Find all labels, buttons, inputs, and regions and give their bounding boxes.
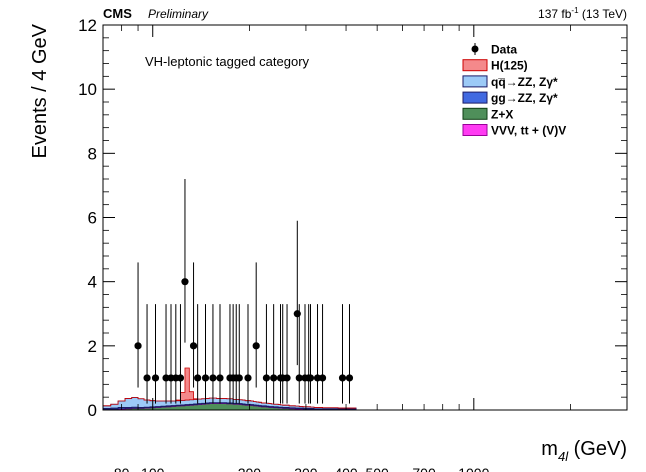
y-tick-label-8: 8 (88, 144, 97, 163)
x-tick-label-700: 700 (412, 465, 436, 472)
data-point-9 (194, 374, 202, 382)
data-point-16 (235, 374, 243, 382)
data-point-10 (201, 374, 210, 382)
data-point-2 (151, 374, 160, 382)
preliminary-label: Preliminary (148, 7, 209, 21)
y-tick-label-12: 12 (78, 16, 97, 35)
data-point-1 (143, 374, 151, 382)
data-point-11 (209, 374, 217, 382)
y-tick-label-0: 0 (88, 401, 97, 420)
luminosity-value: 137 fb (538, 7, 572, 21)
x-tick-label-400: 400 (334, 465, 358, 472)
x-tick-label-500: 500 (365, 465, 389, 472)
axes: 0 2 4 6 8 10 12 80 100 200 300 400 500 700 1000 (78, 16, 628, 472)
energy-label: (13 TeV) (579, 7, 627, 21)
x-tick-label-1000: 1000 (458, 465, 489, 472)
data-point-24 (293, 310, 301, 318)
data-point-28 (306, 374, 315, 382)
category-annotation: VH-leptonic tagged category (145, 54, 310, 69)
x-tick-label-80: 80 (114, 465, 130, 472)
data-point-3 (162, 374, 170, 382)
data-point-20 (270, 374, 278, 382)
data-point-25 (295, 374, 303, 382)
data-point-19 (262, 374, 271, 382)
cms-label: CMS (103, 6, 132, 21)
y-tick-label-2: 2 (88, 337, 97, 356)
legend-label-qq-zz-z: qq̅→ZZ, Zγ* (491, 75, 558, 89)
plot-frame (102, 24, 628, 411)
data-point-30 (318, 374, 327, 382)
legend-swatch-gg-zz-z (462, 91, 488, 104)
data-point-12 (216, 374, 224, 382)
data-point-18 (252, 342, 260, 350)
legend-swatch-qq-zz-z (462, 75, 488, 88)
legend-swatch-h-125 (462, 59, 488, 72)
data-points (134, 179, 354, 404)
legend-label-vvv-tt-v-v: VVV, tt + (V)V (491, 124, 566, 138)
data-point-31 (338, 374, 347, 382)
luminosity-label: 137 fb-1 (13 TeV) (538, 6, 627, 21)
legend-label-z-x: Z+X (491, 107, 513, 121)
legend-label-gg-zz-z: gg→ZZ, Zγ* (491, 91, 558, 105)
data-point-0 (134, 342, 142, 350)
data-point-8 (189, 342, 198, 350)
x-tick-label-300: 300 (294, 465, 318, 472)
data-point-29 (313, 374, 322, 382)
data-point-32 (345, 374, 354, 382)
data-point-7 (181, 278, 189, 286)
data-point-17 (244, 374, 252, 382)
x-axis-label-unit: (GeV) (568, 438, 627, 460)
data-point-6 (176, 374, 185, 382)
x-axis-label-symbol: m (541, 438, 558, 460)
legend-label-h-125: H(125) (491, 59, 528, 73)
legend-swatch-z-x (462, 107, 488, 120)
y-tick-label-6: 6 (88, 209, 97, 228)
luminosity-exponent: -1 (571, 6, 579, 15)
x-tick-label-200: 200 (238, 465, 262, 472)
data-point-23 (283, 374, 291, 382)
stack-h-125 (103, 367, 357, 409)
y-tick-label-10: 10 (78, 80, 97, 99)
legend-label-data: Data (491, 43, 517, 57)
legend-swatch-vvv-tt-v-v (462, 124, 488, 136)
y-tick-label-4: 4 (88, 273, 97, 292)
x-axis-label-subscript: 4l (558, 449, 569, 464)
y-axis-label: Events / 4 GeV (29, 23, 51, 158)
x-axis-label: m4l (GeV) (541, 438, 627, 464)
legend: Data H(125) qq̅→ZZ, Zγ* gg→ZZ, Zγ* Z+X VVV, t… (462, 43, 566, 138)
x-tick-label-100: 100 (141, 465, 165, 472)
